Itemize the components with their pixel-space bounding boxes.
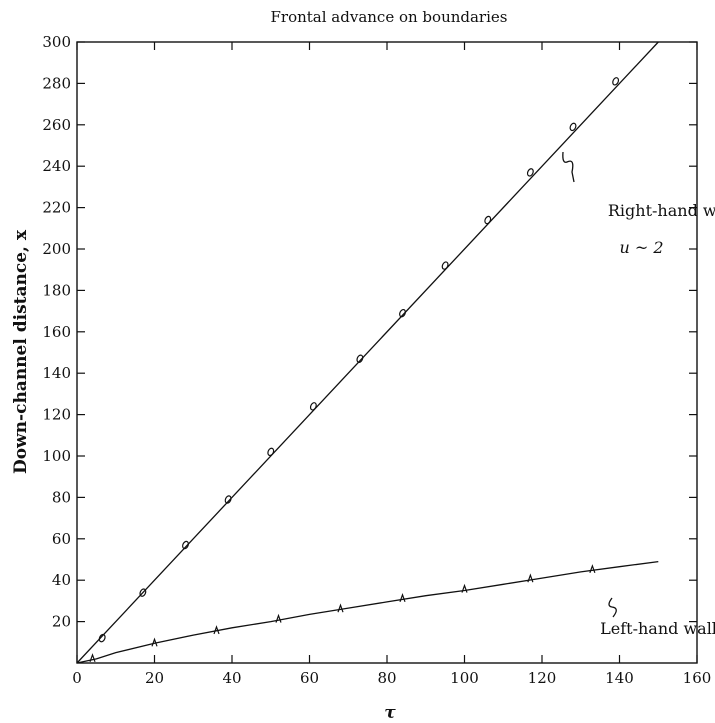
x-tick-label: 40 <box>222 669 241 687</box>
right-hand-wall-point <box>267 447 275 457</box>
right-hand-wall-point <box>569 122 577 132</box>
y-tick-label: 220 <box>42 199 71 217</box>
x-tick-label: 120 <box>528 669 557 687</box>
y-tick-label: 280 <box>42 74 71 92</box>
x-tick-label: 100 <box>450 669 479 687</box>
x-tick-label: 160 <box>683 669 712 687</box>
left-hand-wall-point <box>89 653 96 663</box>
right-hand-wall-point <box>526 168 534 177</box>
annotations: Right-hand wall u ~ 2 Left-hand wall <box>562 151 715 638</box>
y-tick-label: 160 <box>42 323 71 341</box>
y-tick-label: 80 <box>52 488 71 506</box>
y-tick-label: 300 <box>42 33 71 51</box>
x-tick-label: 60 <box>300 669 319 687</box>
y-tick-label: 240 <box>42 157 71 175</box>
right-hand-wall-point <box>98 633 106 643</box>
x-axis: 0 20 40 60 80 100 120 140 160 <box>72 42 711 687</box>
left-hand-wall-line <box>76 560 659 664</box>
x-axis-label: τ <box>384 703 396 723</box>
y-tick-label: 180 <box>42 281 71 299</box>
x-tick-label: 140 <box>605 669 634 687</box>
y-tick-label: 140 <box>42 364 71 382</box>
left-hand-wall-point <box>151 637 158 647</box>
right-hand-wall-point <box>182 540 189 550</box>
annotation-label: u ~ 2 <box>620 238 664 257</box>
right-hand-wall-point <box>612 77 620 86</box>
y-tick-label: 100 <box>42 447 71 465</box>
plot-frame <box>76 41 698 664</box>
right-hand-wall-point <box>139 588 147 597</box>
chart-title: Frontal advance on boundaries <box>271 8 508 26</box>
right-hand-wall-point <box>484 215 492 225</box>
y-tick-label: 60 <box>52 530 71 548</box>
left-hand-wall-point <box>589 564 596 574</box>
y-tick-label: 20 <box>52 613 71 631</box>
right-hand-wall-point <box>309 402 317 411</box>
annotation-label: Left-hand wall <box>600 619 715 638</box>
left-hand-wall-point <box>213 625 220 635</box>
left-hand-wall-point <box>527 573 534 583</box>
right-hand-wall-point <box>356 354 364 363</box>
left-hand-wall-point <box>275 613 282 623</box>
right-hand-wall-point <box>224 495 232 504</box>
left-wall-pointer-squiggle <box>608 597 617 618</box>
x-tick-label: 20 <box>145 669 164 687</box>
y-tick-label: 260 <box>42 116 71 134</box>
left-hand-wall-point <box>461 583 468 593</box>
right-hand-wall-line <box>76 41 659 664</box>
x-tick-label: 80 <box>377 669 396 687</box>
right-hand-wall-point <box>441 261 449 270</box>
y-axis-label: Down-channel distance, x <box>11 229 31 474</box>
y-axis: 20 40 60 80 100 120 140 160 180 200 220 240 260 280 30… <box>42 33 697 631</box>
right-wall-pointer-squiggle <box>562 151 575 183</box>
left-hand-wall-point <box>337 603 344 613</box>
left-hand-wall-point <box>399 593 406 603</box>
y-tick-label: 120 <box>42 406 71 424</box>
right-hand-wall-point <box>399 308 406 318</box>
annotation-label: Right-hand wall <box>608 201 715 220</box>
y-tick-label: 40 <box>52 571 71 589</box>
y-tick-label: 200 <box>42 240 71 258</box>
x-tick-label: 0 <box>72 669 82 687</box>
series-group <box>76 41 659 664</box>
